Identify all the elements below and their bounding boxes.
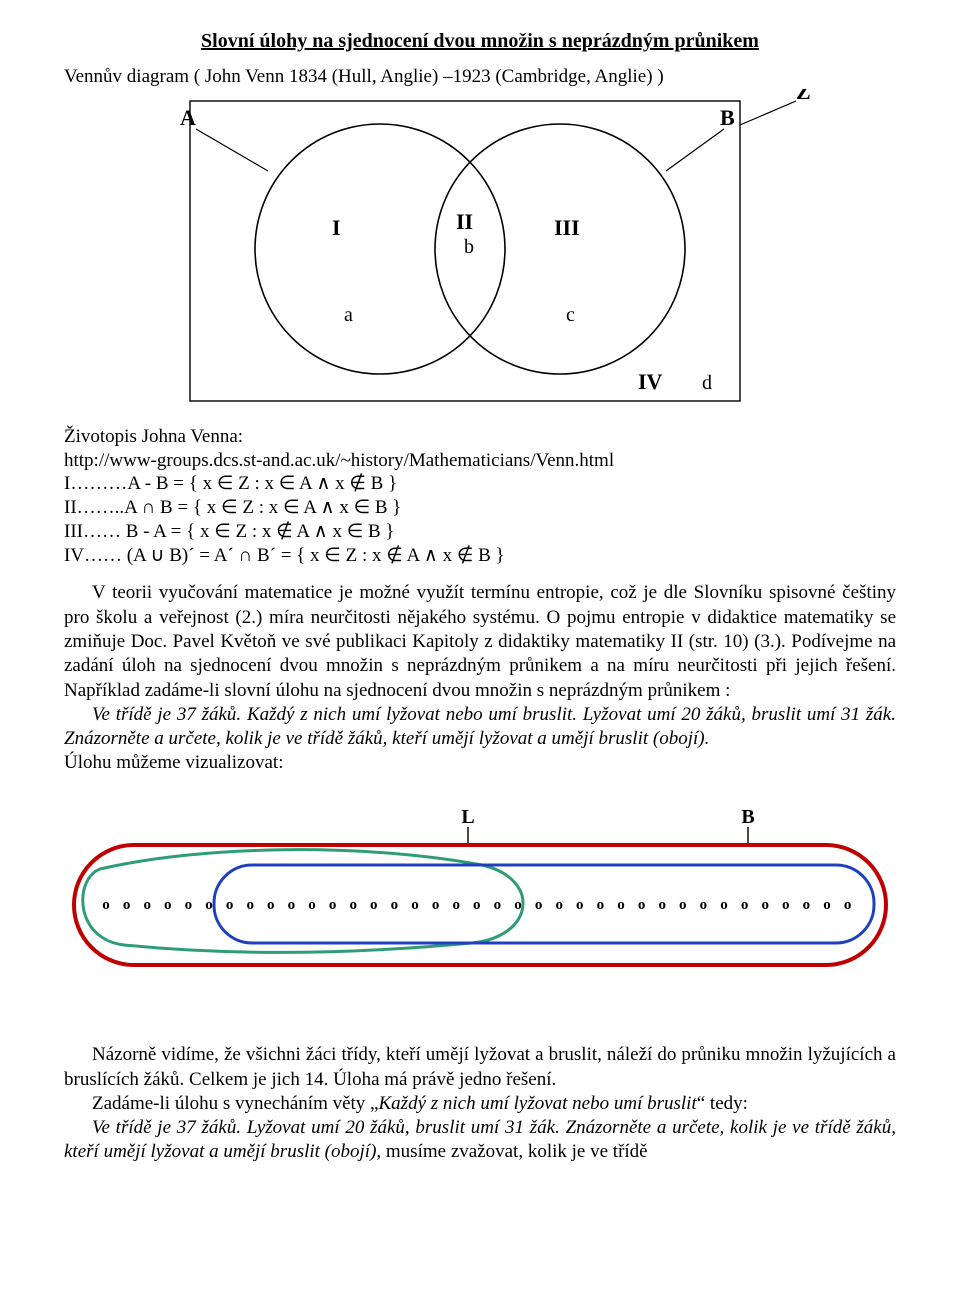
- svg-text:o: o: [205, 897, 213, 913]
- svg-text:o: o: [720, 897, 728, 913]
- svg-text:o: o: [700, 897, 708, 913]
- svg-text:o: o: [658, 897, 666, 913]
- svg-text:o: o: [226, 897, 234, 913]
- svg-text:o: o: [514, 897, 522, 913]
- svg-text:I: I: [332, 215, 341, 240]
- svg-text:o: o: [349, 897, 357, 913]
- svg-text:o: o: [679, 897, 687, 913]
- svg-text:A: A: [180, 105, 196, 130]
- svg-text:B: B: [720, 105, 735, 130]
- def-III: III…… B - A = { x ∈ Z : x ∉ A ∧ x ∈ B }: [64, 520, 896, 544]
- svg-text:o: o: [123, 897, 131, 913]
- def-I: I………A - B = { x ∈ Z : x ∈ A ∧ x ∉ B }: [64, 472, 896, 496]
- def-IV: IV…… (A ∪ B)´ = A´ ∩ B´ = { x ∈ Z : x ∉ …: [64, 544, 896, 568]
- svg-text:d: d: [702, 372, 712, 394]
- paragraph-entropy: V teorii vyučování matematice je možné v…: [64, 581, 896, 703]
- svg-text:o: o: [185, 897, 193, 913]
- task2-line: Ve třídě je 37 žáků. Lyžovat umí 20 žáků…: [64, 1116, 896, 1165]
- svg-text:Z: Z: [796, 89, 811, 104]
- vis-label: Úlohu můžeme vizualizovat:: [64, 751, 896, 775]
- bio-label: Životopis Johna Venna:: [64, 425, 896, 449]
- svg-text:B: B: [741, 806, 754, 828]
- svg-text:o: o: [535, 897, 543, 913]
- paragraph-variant: Zadáme-li úlohu s vynecháním věty „Každý…: [64, 1092, 896, 1116]
- svg-text:o: o: [741, 897, 749, 913]
- svg-text:a: a: [344, 304, 353, 326]
- svg-text:o: o: [391, 897, 399, 913]
- svg-text:o: o: [246, 897, 254, 913]
- svg-text:o: o: [102, 897, 110, 913]
- svg-text:L: L: [461, 806, 474, 828]
- svg-text:o: o: [473, 897, 481, 913]
- svg-text:o: o: [329, 897, 337, 913]
- svg-text:o: o: [823, 897, 831, 913]
- svg-text:III: III: [554, 215, 580, 240]
- svg-text:o: o: [555, 897, 563, 913]
- svg-text:c: c: [566, 304, 575, 326]
- svg-text:b: b: [464, 236, 474, 258]
- venn-diagram: ABZIIIbIIIacIVd: [100, 89, 860, 419]
- svg-text:IV: IV: [638, 369, 663, 394]
- task-text: Ve třídě je 37 žáků. Každý z nich umí ly…: [64, 703, 896, 752]
- visualization-diagram: LBooooooooooooooooooooooooooooooooooooo: [64, 783, 896, 1003]
- svg-text:o: o: [267, 897, 275, 913]
- svg-text:o: o: [844, 897, 852, 913]
- svg-text:o: o: [617, 897, 625, 913]
- svg-text:o: o: [782, 897, 790, 913]
- svg-text:o: o: [411, 897, 419, 913]
- document-page: Slovní úlohy na sjednocení dvou množin s…: [0, 0, 960, 1316]
- svg-text:II: II: [456, 209, 473, 234]
- p3a: Zadáme-li úlohu s vynecháním věty „: [92, 1093, 379, 1114]
- para4-tail: musíme zvažovat, kolik je ve třídě: [381, 1141, 647, 1162]
- svg-text:o: o: [452, 897, 460, 913]
- p3i: Každý z nich umí lyžovat nebo umí brusli…: [379, 1093, 697, 1114]
- svg-text:o: o: [143, 897, 151, 913]
- svg-text:o: o: [494, 897, 502, 913]
- svg-text:o: o: [432, 897, 440, 913]
- svg-text:o: o: [761, 897, 769, 913]
- page-title: Slovní úlohy na sjednocení dvou množin s…: [64, 30, 896, 53]
- svg-text:o: o: [308, 897, 316, 913]
- svg-text:o: o: [803, 897, 811, 913]
- svg-text:o: o: [597, 897, 605, 913]
- svg-text:o: o: [288, 897, 296, 913]
- para1-text: V teorii vyučování matematice je možné v…: [64, 582, 896, 700]
- bio-url: http://www-groups.dcs.st-and.ac.uk/~hist…: [64, 449, 896, 473]
- venn-intro-line: Vennův diagram ( John Venn 1834 (Hull, A…: [64, 65, 896, 89]
- svg-text:o: o: [576, 897, 584, 913]
- svg-text:o: o: [638, 897, 646, 913]
- p3b: “ tedy:: [697, 1093, 748, 1114]
- svg-text:o: o: [370, 897, 378, 913]
- svg-text:o: o: [164, 897, 172, 913]
- def-II: II……..A ∩ B = { x ∈ Z : x ∈ A ∧ x ∈ B }: [64, 496, 896, 520]
- paragraph-result: Názorně vidíme, že všichni žáci třídy, k…: [64, 1043, 896, 1092]
